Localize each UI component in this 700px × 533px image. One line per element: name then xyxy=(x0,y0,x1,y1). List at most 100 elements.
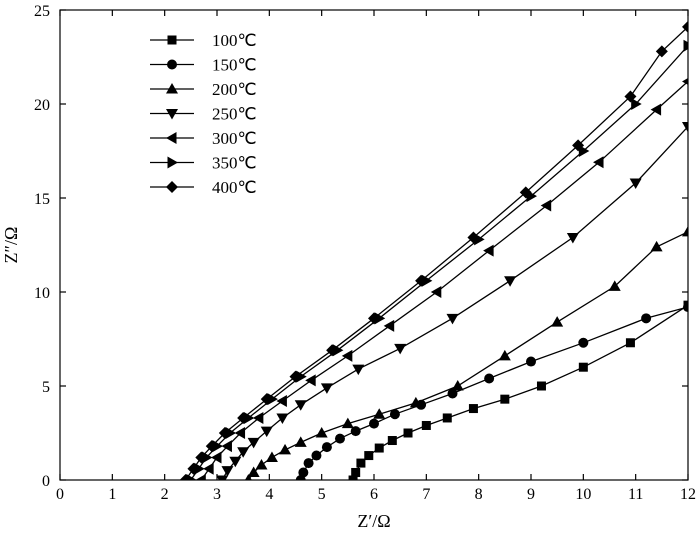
y-axis-label: Z″/Ω xyxy=(1,227,21,264)
x-tick-label: 6 xyxy=(370,486,378,503)
data-point xyxy=(593,156,604,169)
series-line xyxy=(190,45,688,480)
x-tick-label: 7 xyxy=(422,486,430,503)
data-point xyxy=(255,458,268,470)
x-tick-label: 8 xyxy=(475,486,483,503)
data-point xyxy=(211,451,222,464)
legend-label: 100℃ xyxy=(212,31,257,50)
x-tick-label: 0 xyxy=(56,486,64,503)
data-point xyxy=(484,373,495,384)
data-point xyxy=(311,450,322,461)
plot-frame xyxy=(59,9,689,481)
data-point xyxy=(483,244,494,257)
x-tick-label: 11 xyxy=(628,486,643,503)
data-point xyxy=(179,474,192,480)
series-line xyxy=(185,26,688,480)
data-point xyxy=(341,417,354,429)
x-tick-label: 2 xyxy=(161,486,169,503)
y-tick-label: 5 xyxy=(42,379,50,396)
data-point xyxy=(374,443,384,453)
legend-item: 150℃ xyxy=(150,56,257,75)
data-point xyxy=(631,98,642,110)
data-point xyxy=(260,426,273,438)
data-point xyxy=(205,440,218,453)
data-point xyxy=(265,451,278,462)
data-point xyxy=(279,443,292,455)
data-point xyxy=(352,364,365,376)
data-point xyxy=(421,420,431,430)
x-axis-label: Z′/Ω xyxy=(357,511,390,531)
data-point xyxy=(519,186,532,199)
legend-marker xyxy=(166,109,178,120)
data-point xyxy=(321,442,332,453)
data-point xyxy=(368,312,380,325)
series-7 xyxy=(179,20,688,480)
x-tick-label: 4 xyxy=(265,486,273,503)
data-point xyxy=(625,338,635,348)
data-point xyxy=(540,199,552,212)
data-point xyxy=(624,90,637,103)
data-point xyxy=(442,413,452,423)
data-point xyxy=(351,467,361,477)
data-point xyxy=(334,433,345,444)
legend-marker xyxy=(166,132,177,144)
data-point xyxy=(394,343,407,355)
data-point xyxy=(244,474,252,480)
legend-label: 350℃ xyxy=(212,154,257,173)
data-point xyxy=(373,408,386,419)
data-point xyxy=(315,427,328,438)
data-point xyxy=(294,436,307,447)
data-point xyxy=(303,458,314,469)
data-point xyxy=(608,280,621,291)
data-point xyxy=(276,413,289,424)
data-point xyxy=(203,462,214,475)
data-point xyxy=(682,20,688,33)
data-point xyxy=(389,409,400,420)
legend-item: 250℃ xyxy=(150,105,257,124)
y-tick-label: 10 xyxy=(34,285,50,302)
data-point xyxy=(383,319,395,332)
data-point xyxy=(430,286,442,298)
data-point xyxy=(364,451,374,461)
legend-marker xyxy=(167,59,177,70)
x-tick-label: 3 xyxy=(213,486,221,503)
data-point xyxy=(229,456,242,468)
data-point xyxy=(341,349,353,362)
series-3 xyxy=(244,225,688,480)
data-point xyxy=(247,466,260,477)
legend-label: 200℃ xyxy=(212,80,257,99)
data-point xyxy=(682,122,688,133)
data-point xyxy=(276,395,287,408)
x-tick-label: 5 xyxy=(318,486,326,503)
data-point xyxy=(504,276,517,287)
legend-marker xyxy=(167,156,178,169)
data-point xyxy=(683,302,688,313)
data-point xyxy=(221,466,234,477)
series-line xyxy=(221,126,688,480)
data-point xyxy=(294,400,307,411)
series-2 xyxy=(295,302,688,480)
data-point xyxy=(247,437,260,449)
data-point xyxy=(415,274,428,287)
series-line xyxy=(300,306,688,480)
data-point xyxy=(387,436,397,446)
data-point xyxy=(237,447,250,458)
data-point xyxy=(237,411,250,424)
series-line xyxy=(247,231,688,480)
legend-item: 300℃ xyxy=(150,129,257,148)
data-point xyxy=(409,396,422,408)
data-point xyxy=(650,240,663,252)
legend-label: 250℃ xyxy=(212,105,257,124)
legend-label: 300℃ xyxy=(212,129,257,148)
data-point xyxy=(500,394,510,404)
data-point xyxy=(526,356,536,367)
legend-item: 350℃ xyxy=(150,154,257,173)
data-point xyxy=(650,103,662,116)
x-tick-label: 10 xyxy=(575,486,591,503)
data-point xyxy=(536,381,546,391)
x-tick-label: 1 xyxy=(108,486,116,503)
legend-marker xyxy=(167,35,177,45)
series-1 xyxy=(348,300,688,480)
